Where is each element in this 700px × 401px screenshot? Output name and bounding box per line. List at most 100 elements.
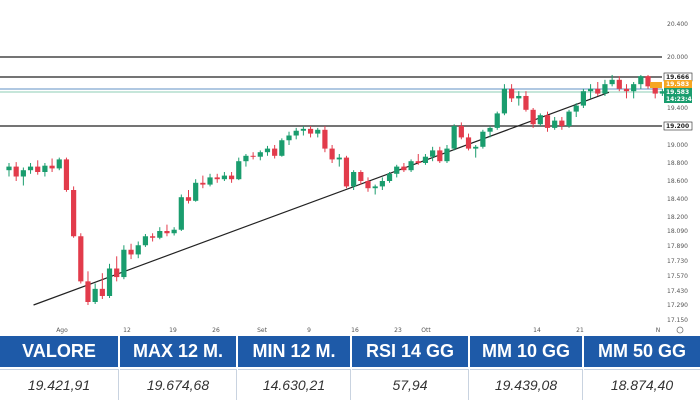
candle-body <box>300 128 306 131</box>
candle-body <box>121 249 127 278</box>
y-tick-label: 19.400 <box>667 105 688 112</box>
candle-body <box>193 182 199 201</box>
value-mm-10gg: 19.439,08 <box>470 369 582 401</box>
candle-body <box>437 150 443 162</box>
candle-body <box>236 161 242 180</box>
candle-body <box>307 128 314 134</box>
y-tick-label: 20.400 <box>667 21 688 28</box>
value-mm-50gg: 18.874,40 <box>584 369 700 401</box>
candle-body <box>379 181 385 187</box>
candle-body <box>386 173 393 181</box>
candle-body <box>516 95 522 99</box>
candle-body <box>128 249 134 255</box>
price-marker <box>650 82 662 88</box>
candle-body <box>401 166 407 171</box>
candle-body <box>157 231 163 238</box>
candle-body <box>487 127 493 132</box>
candle-body <box>142 236 149 246</box>
x-tick-label: 19 <box>169 327 177 334</box>
cell-divider <box>468 369 469 400</box>
header-valore: VALORE <box>0 336 118 367</box>
candle-body <box>523 95 529 110</box>
candle-body <box>322 129 328 149</box>
candle-body <box>214 177 220 180</box>
price-tag <box>664 88 692 96</box>
candle-body <box>652 86 658 94</box>
candle-body <box>480 131 486 147</box>
y-tick-label: 18.400 <box>667 196 688 203</box>
y-tick-label: 17.150 <box>667 317 688 324</box>
y-tick-label: 18.200 <box>667 214 688 221</box>
stats-table: VALORE MAX 12 M. MIN 12 M. RSI 14 GG MM … <box>0 336 700 401</box>
cell-divider <box>236 369 237 400</box>
value-rsi-14gg: 57,94 <box>352 369 468 401</box>
x-tick-label: 23 <box>394 327 402 334</box>
header-mm-10gg: MM 10 GG <box>470 336 582 367</box>
settings-icon <box>676 326 684 334</box>
header-max-12m: MAX 12 M. <box>120 336 236 367</box>
candle-body <box>78 236 84 282</box>
candle-body <box>501 88 508 114</box>
price-tag-label: 19.583 <box>666 81 689 88</box>
price-tag <box>664 95 692 103</box>
y-tick-label: 17.430 <box>667 288 688 295</box>
candle-body <box>27 166 34 171</box>
header-min-12m: MIN 12 M. <box>238 336 350 367</box>
candle-body <box>114 268 120 278</box>
y-tick-label: 18.090 <box>667 228 688 235</box>
candle-body <box>20 170 26 177</box>
candle-body <box>458 126 464 138</box>
candle-body <box>358 172 364 181</box>
candle-body <box>35 166 41 172</box>
y-tick-label: 17.730 <box>667 258 688 265</box>
candle-body <box>616 79 622 89</box>
candle-body <box>178 197 184 230</box>
cell-divider <box>118 369 119 400</box>
candle-body <box>595 88 601 94</box>
x-tick-label: Ott <box>421 327 431 334</box>
candle-body <box>623 88 630 92</box>
candle-body <box>171 229 177 234</box>
candle-body <box>422 156 429 163</box>
candle-body <box>63 159 70 190</box>
candle-body <box>365 181 371 189</box>
candle-body <box>451 126 457 149</box>
y-tick-label: 17.570 <box>667 273 688 280</box>
candle-body <box>602 84 608 94</box>
candle-body <box>49 165 55 169</box>
x-tick-label: 21 <box>576 327 584 334</box>
candle-body <box>559 120 565 126</box>
candle-body <box>408 161 414 171</box>
y-tick-label: 18.600 <box>667 178 688 185</box>
price-tag-label: 19.583 <box>666 89 689 96</box>
candle-body <box>6 166 12 171</box>
candle-body <box>645 76 651 87</box>
candle-body <box>56 159 62 169</box>
candle-body <box>544 115 551 128</box>
x-tick-label: 26 <box>212 327 220 334</box>
cell-divider <box>582 369 583 400</box>
candle-body <box>573 105 579 112</box>
candle-body <box>587 88 594 92</box>
candle-body <box>135 245 141 255</box>
candle-body <box>552 120 558 128</box>
candle-body <box>315 129 321 134</box>
candle-body <box>580 91 586 106</box>
price-tag-label: 14:23:42 <box>666 96 696 103</box>
candle-body <box>609 79 615 85</box>
candle-body <box>530 109 536 125</box>
candle-body <box>264 148 271 153</box>
x-tick-label: N <box>656 327 661 334</box>
candle-body <box>200 182 206 185</box>
candle-body <box>659 91 665 94</box>
value-max-12m: 19.674,68 <box>120 369 236 401</box>
y-tick-label: 17.290 <box>667 302 688 309</box>
candle-body <box>336 157 342 160</box>
candle-body <box>329 148 335 160</box>
candle-body <box>257 152 263 157</box>
trendline <box>33 91 610 306</box>
candle-body <box>85 281 91 302</box>
candle-body <box>71 190 77 237</box>
candle-body <box>150 236 156 238</box>
